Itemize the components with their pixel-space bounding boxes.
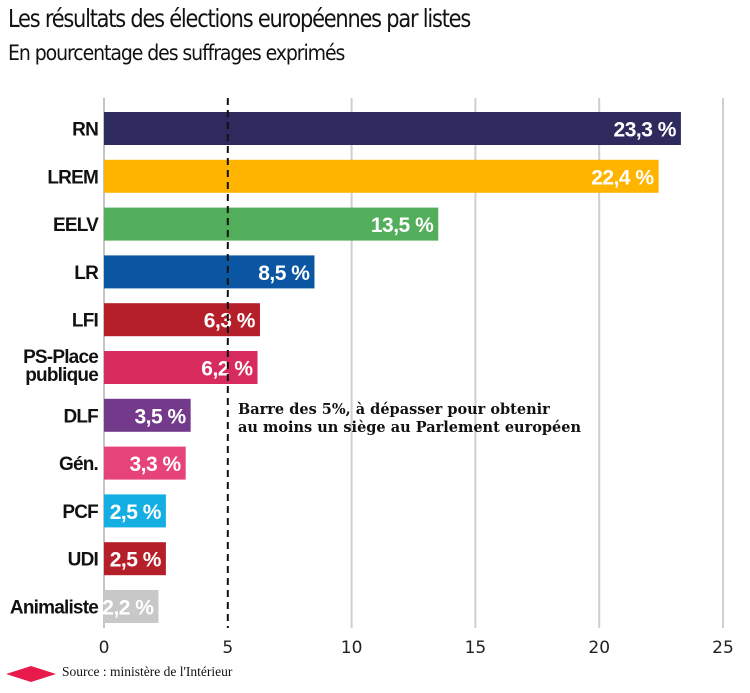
x-axis-ticks: 0 5 10 15 20 25 [99,638,734,658]
tick-label: 20 [588,638,610,658]
threshold-annotation-line1: Barre des 5%, à dépasser pour obtenir [238,401,550,418]
bar [104,255,315,289]
category-label: LFI [72,311,99,332]
bar [104,494,166,528]
bar-group: DLF 3,5 % [63,398,191,432]
bar-group: PCF 2,5 % [62,494,166,528]
value-label: 3,5 % [134,405,186,428]
chart-title: Les résultats des élections européennes … [8,4,471,33]
tick-label: 10 [341,638,363,658]
value-label: 2,5 % [110,549,162,572]
bar [104,303,260,337]
bar-group: Animaliste 2,2 % [10,590,159,623]
tick-label: 0 [99,638,110,658]
value-label: 23,3 % [614,119,677,142]
category-label: PS-Place [23,347,98,368]
category-label: LR [74,263,99,284]
value-label: 6,3 % [204,310,256,333]
category-label: LREM [47,167,98,188]
source-credit: Source : ministère de l'Intérieur [62,664,233,679]
category-label: publique [25,365,98,386]
bar [104,398,191,432]
tick-label: 15 [465,638,487,658]
bar [104,351,258,384]
value-label: 2,2 % [102,597,154,620]
threshold-annotation-line2: au moins un siège au Parlement européen [238,419,581,436]
tick-label: 25 [712,638,734,658]
category-label: Gén. [59,454,98,475]
category-label: RN [72,120,98,141]
bar-group: LFI 6,3 % [72,303,260,337]
red-diamond-icon [6,666,56,682]
category-label: DLF [63,406,98,427]
bars: RN 23,3 % LREM 22,4 % EELV 13,5 % LR 8,5 % LFI 6,… [10,112,681,623]
value-label: 22,4 % [591,166,654,189]
bar [104,112,681,145]
bar-group: LREM 22,4 % [47,159,659,193]
chart-subtitle: En pourcentage des suffrages exprimés [8,41,345,65]
category-label: PCF [62,502,98,523]
value-label: 8,5 % [258,262,310,285]
bar [104,207,439,241]
bar-group: LR 8,5 % [74,255,315,289]
value-label: 2,5 % [110,501,162,524]
category-label: Animaliste [10,598,98,619]
value-label: 3,3 % [130,453,182,476]
bar-group: RN 23,3 % [72,112,681,145]
bar-group: UDI 2,5 % [68,542,166,576]
bar-group: EELV 13,5 % [53,207,439,241]
bar [104,590,159,623]
category-label: UDI [68,550,99,571]
value-label: 13,5 % [371,214,434,237]
tick-label: 5 [222,638,233,658]
bar [104,446,186,480]
category-label: EELV [53,215,99,236]
bar-group: Gén. 3,3 % [59,446,186,480]
bar [104,159,659,193]
bar [104,542,166,576]
